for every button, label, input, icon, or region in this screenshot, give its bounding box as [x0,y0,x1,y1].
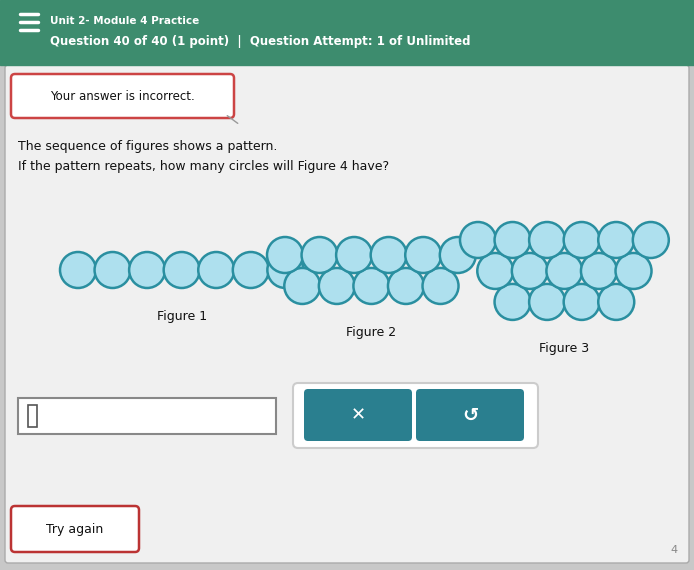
Circle shape [388,268,424,304]
Circle shape [495,222,530,258]
Circle shape [529,222,565,258]
Text: Your answer is incorrect.: Your answer is incorrect. [50,91,194,104]
Text: 4: 4 [671,545,678,555]
Circle shape [564,222,600,258]
Text: The sequence of figures shows a pattern.: The sequence of figures shows a pattern. [18,140,278,153]
Circle shape [477,253,514,289]
Circle shape [94,252,130,288]
Circle shape [581,253,617,289]
Circle shape [440,237,476,273]
Circle shape [198,252,235,288]
Circle shape [164,252,200,288]
Circle shape [319,268,355,304]
Circle shape [460,222,496,258]
FancyBboxPatch shape [11,74,234,118]
Circle shape [302,237,337,273]
Circle shape [232,252,269,288]
Circle shape [267,237,303,273]
Text: Unit 2- Module 4 Practice: Unit 2- Module 4 Practice [50,16,199,26]
Circle shape [495,284,530,320]
Circle shape [616,253,652,289]
Bar [18,398,276,434]
Circle shape [564,284,600,320]
Circle shape [598,284,634,320]
Circle shape [129,252,165,288]
Text: If the pattern repeats, how many circles will Figure 4 have?: If the pattern repeats, how many circles… [18,160,389,173]
Bar [28,405,37,427]
Circle shape [336,237,372,273]
Circle shape [353,268,389,304]
Circle shape [512,253,548,289]
FancyBboxPatch shape [5,65,689,563]
Text: Figure 3: Figure 3 [539,342,589,355]
Text: Question 40 of 40 (1 point)  |  Question Attempt: 1 of Unlimited: Question 40 of 40 (1 point) | Question A… [50,35,471,48]
FancyBboxPatch shape [11,506,139,552]
Circle shape [546,253,582,289]
Text: Try again: Try again [46,523,103,535]
Circle shape [423,268,459,304]
FancyBboxPatch shape [416,389,524,441]
Circle shape [598,222,634,258]
Text: Figure 1: Figure 1 [157,310,207,323]
Text: ↺: ↺ [462,405,478,425]
Circle shape [405,237,441,273]
FancyBboxPatch shape [304,389,412,441]
Circle shape [371,237,407,273]
Circle shape [633,222,669,258]
Circle shape [529,284,565,320]
Text: ✕: ✕ [350,406,366,424]
Circle shape [267,252,303,288]
Circle shape [60,252,96,288]
Bar [0,0,694,65]
Text: Figure 2: Figure 2 [346,326,396,339]
FancyBboxPatch shape [293,383,538,448]
Circle shape [285,268,320,304]
